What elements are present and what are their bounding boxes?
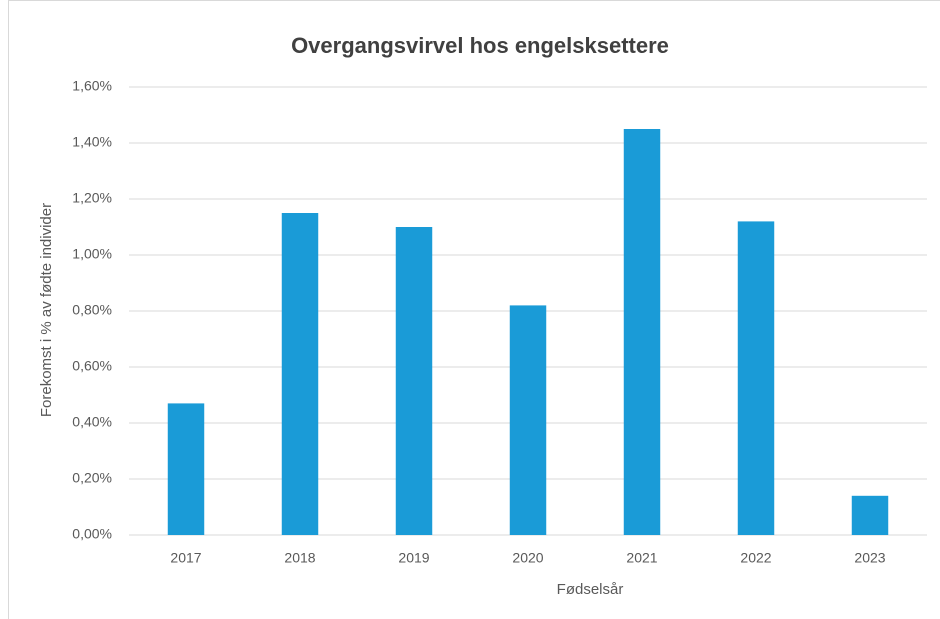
chart-frame <box>8 0 940 619</box>
bar <box>737 221 775 535</box>
bar <box>623 129 661 535</box>
bar <box>167 403 205 535</box>
x-axis-label: Fødselsår <box>557 581 624 598</box>
y-axis-label: Forekomst i % av fødte individer <box>38 203 55 417</box>
x-tick-label: 2018 <box>284 550 315 566</box>
y-tick-label: 0,40% <box>72 414 112 430</box>
y-tick-label: 1,60% <box>72 78 112 94</box>
y-tick-label: 0,20% <box>72 470 112 486</box>
y-tick-label: 1,20% <box>72 190 112 206</box>
x-tick-label: 2019 <box>398 550 429 566</box>
bar <box>851 495 889 535</box>
x-tick-label: 2023 <box>854 550 885 566</box>
chart-title: Overgangsvirvel hos engelsksettere <box>291 33 669 58</box>
y-tick-label: 0,60% <box>72 358 112 374</box>
bar <box>281 213 319 535</box>
x-tick-label: 2022 <box>740 550 771 566</box>
bar <box>395 227 433 535</box>
y-tick-label: 0,00% <box>72 526 112 542</box>
bar <box>509 305 547 535</box>
x-tick-label: 2021 <box>626 550 657 566</box>
y-tick-label: 0,80% <box>72 302 112 318</box>
x-tick-label: 2020 <box>512 550 543 566</box>
y-tick-label: 1,40% <box>72 134 112 150</box>
y-tick-label: 1,00% <box>72 246 112 262</box>
x-tick-label: 2017 <box>170 550 201 566</box>
